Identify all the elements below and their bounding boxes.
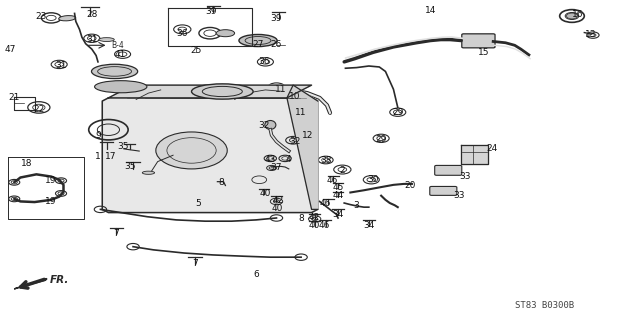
- Text: 33: 33: [453, 191, 465, 200]
- Text: 32: 32: [289, 137, 300, 146]
- Text: 3: 3: [354, 201, 359, 210]
- Ellipse shape: [99, 38, 114, 42]
- Text: 40: 40: [309, 221, 320, 230]
- Text: 17: 17: [104, 152, 116, 161]
- Text: 24: 24: [486, 144, 497, 153]
- Text: 46: 46: [320, 199, 331, 208]
- Text: 19: 19: [46, 176, 57, 185]
- FancyBboxPatch shape: [435, 165, 462, 175]
- Text: 27: 27: [252, 40, 263, 49]
- Text: 12: 12: [302, 131, 313, 140]
- Text: 34: 34: [363, 221, 375, 230]
- Text: 38: 38: [320, 156, 331, 165]
- Text: 39: 39: [205, 7, 217, 16]
- Text: 45: 45: [333, 183, 344, 192]
- Ellipse shape: [91, 64, 138, 79]
- Ellipse shape: [216, 30, 234, 37]
- Text: 44: 44: [333, 191, 344, 200]
- Text: B-4: B-4: [112, 41, 124, 50]
- Text: 5: 5: [195, 199, 201, 208]
- Polygon shape: [461, 145, 488, 164]
- Circle shape: [156, 132, 227, 169]
- Text: 18: 18: [21, 159, 32, 168]
- Ellipse shape: [265, 121, 276, 129]
- Text: 22: 22: [34, 105, 45, 114]
- Text: 42: 42: [309, 213, 320, 222]
- Text: 20: 20: [404, 181, 416, 190]
- Text: 29: 29: [392, 108, 404, 117]
- Text: 2: 2: [339, 166, 345, 175]
- Text: 42: 42: [272, 196, 283, 205]
- Polygon shape: [287, 85, 318, 209]
- Text: 31: 31: [86, 35, 97, 44]
- Ellipse shape: [59, 16, 76, 21]
- Text: 1: 1: [95, 152, 101, 161]
- Polygon shape: [109, 85, 312, 98]
- Text: 34: 34: [333, 210, 344, 219]
- Ellipse shape: [191, 84, 253, 99]
- Text: 28: 28: [86, 10, 97, 19]
- Text: 23: 23: [35, 12, 46, 21]
- Text: 14: 14: [424, 6, 436, 15]
- Text: 40: 40: [260, 189, 271, 198]
- Text: 31: 31: [56, 60, 67, 69]
- Text: 25: 25: [191, 45, 202, 55]
- Text: 19: 19: [46, 197, 57, 206]
- Text: 7: 7: [192, 259, 197, 268]
- Polygon shape: [102, 98, 318, 212]
- Text: 37: 37: [271, 164, 282, 172]
- Ellipse shape: [143, 171, 155, 174]
- Text: 35: 35: [124, 162, 136, 171]
- Text: 6: 6: [254, 270, 259, 279]
- Text: ST83 B0300B: ST83 B0300B: [515, 301, 574, 310]
- Text: 33: 33: [460, 172, 471, 181]
- Text: 10: 10: [289, 92, 300, 101]
- Ellipse shape: [566, 13, 578, 19]
- Text: FR.: FR.: [50, 276, 69, 285]
- Text: 29: 29: [376, 135, 387, 144]
- Text: 11: 11: [275, 85, 286, 94]
- FancyBboxPatch shape: [430, 187, 457, 196]
- Text: 11: 11: [296, 108, 307, 117]
- Polygon shape: [14, 278, 47, 289]
- Text: 30: 30: [367, 175, 379, 184]
- Text: 8: 8: [298, 214, 304, 223]
- Text: 36: 36: [259, 57, 270, 66]
- Text: 41: 41: [115, 50, 126, 59]
- FancyBboxPatch shape: [462, 34, 495, 48]
- Text: 32: 32: [259, 121, 270, 130]
- Text: 9: 9: [95, 131, 101, 140]
- Text: 35: 35: [117, 142, 128, 151]
- Text: 47: 47: [4, 44, 15, 54]
- Text: 13: 13: [585, 30, 596, 39]
- Text: 46: 46: [318, 221, 329, 230]
- Text: 7: 7: [114, 229, 119, 238]
- Text: 16: 16: [573, 10, 584, 19]
- Text: 26: 26: [271, 40, 282, 49]
- Text: 40: 40: [272, 204, 283, 213]
- Ellipse shape: [239, 35, 277, 47]
- Text: 46: 46: [326, 176, 337, 185]
- Text: 8: 8: [218, 179, 224, 188]
- Text: 4: 4: [286, 155, 292, 164]
- Text: 21: 21: [9, 93, 20, 102]
- Text: 36: 36: [176, 29, 188, 38]
- Text: 15: 15: [478, 48, 490, 57]
- Ellipse shape: [94, 81, 147, 93]
- Text: 39: 39: [271, 14, 282, 23]
- Text: 43: 43: [265, 155, 276, 164]
